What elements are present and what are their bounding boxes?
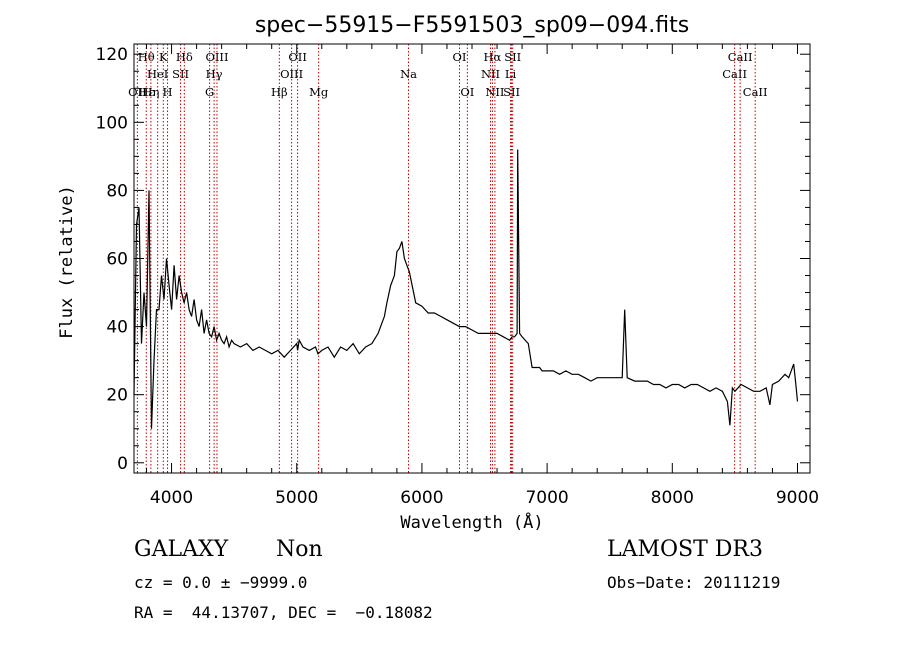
emission-line-markers [136, 44, 756, 473]
line-label: Hγ [206, 67, 223, 81]
line-label: CaII [728, 50, 753, 64]
redshift-readout: cz = 0.0 ± −9999.0 [134, 573, 308, 592]
x-axis-ticks: 4000 5000 6000 7000 8000 9000 [146, 44, 819, 508]
line-label: CaII [722, 67, 747, 81]
y-tick-label: 60 [106, 250, 128, 270]
y-tick-label: 40 [106, 318, 128, 338]
y-tick-label: 80 [106, 181, 128, 201]
y-tick-label: 0 [117, 454, 128, 474]
line-label: Na [400, 67, 417, 81]
x-axis-label: Wavelength (Å) [400, 511, 543, 533]
line-label: Hβ [271, 85, 288, 99]
x-tick-label: 4000 [150, 488, 193, 508]
x-tick-label: 8000 [651, 488, 694, 508]
line-label: H [163, 85, 173, 99]
y-tick-label: 120 [96, 45, 128, 65]
line-label: OII [288, 50, 307, 64]
x-tick-label: 6000 [400, 488, 443, 508]
y-tick-label: 100 [96, 113, 128, 133]
line-label: NII [481, 67, 500, 81]
line-label: Li [505, 67, 517, 81]
y-axis-label: Flux (relative) [57, 185, 77, 339]
object-subclass: Non [276, 537, 323, 562]
line-label: OI [460, 85, 474, 99]
y-axis-ticks: 0 20 40 60 80 100 120 [96, 45, 810, 474]
object-class: GALAXY [134, 537, 229, 562]
chart-title: spec−55915−F5591503_sp09−094.fits [255, 13, 689, 38]
line-label: SII [172, 67, 189, 81]
line-label: G [205, 85, 214, 99]
line-label: SII [503, 85, 520, 99]
x-tick-label: 7000 [525, 488, 568, 508]
y-tick-label: 20 [106, 386, 128, 406]
line-label: OIII [280, 67, 303, 81]
line-label: NII [485, 85, 504, 99]
observation-date: Obs−Date: 20111219 [607, 573, 781, 592]
line-label: Hθ [138, 50, 155, 64]
coordinates: RA = 44.13707, DEC = −0.18082 [134, 603, 433, 622]
line-label: Hα [484, 50, 502, 64]
line-label: K [159, 50, 168, 64]
x-tick-label: 5000 [275, 488, 318, 508]
line-label: CaII [743, 85, 768, 99]
line-label: Hδ [176, 50, 193, 64]
line-label: OI [452, 50, 466, 64]
spectrum-line [133, 149, 799, 429]
line-label: SII [504, 50, 521, 64]
line-label: Hε [139, 85, 155, 99]
x-tick-label: 9000 [776, 488, 819, 508]
line-label: Mg [309, 85, 329, 99]
line-label: Hη [142, 85, 159, 99]
line-label: OIII [205, 50, 228, 64]
line-label: OII [128, 85, 147, 99]
plot-frame [133, 43, 811, 474]
survey-name: LAMOST DR3 [607, 537, 763, 562]
line-label: HeI [147, 67, 168, 81]
